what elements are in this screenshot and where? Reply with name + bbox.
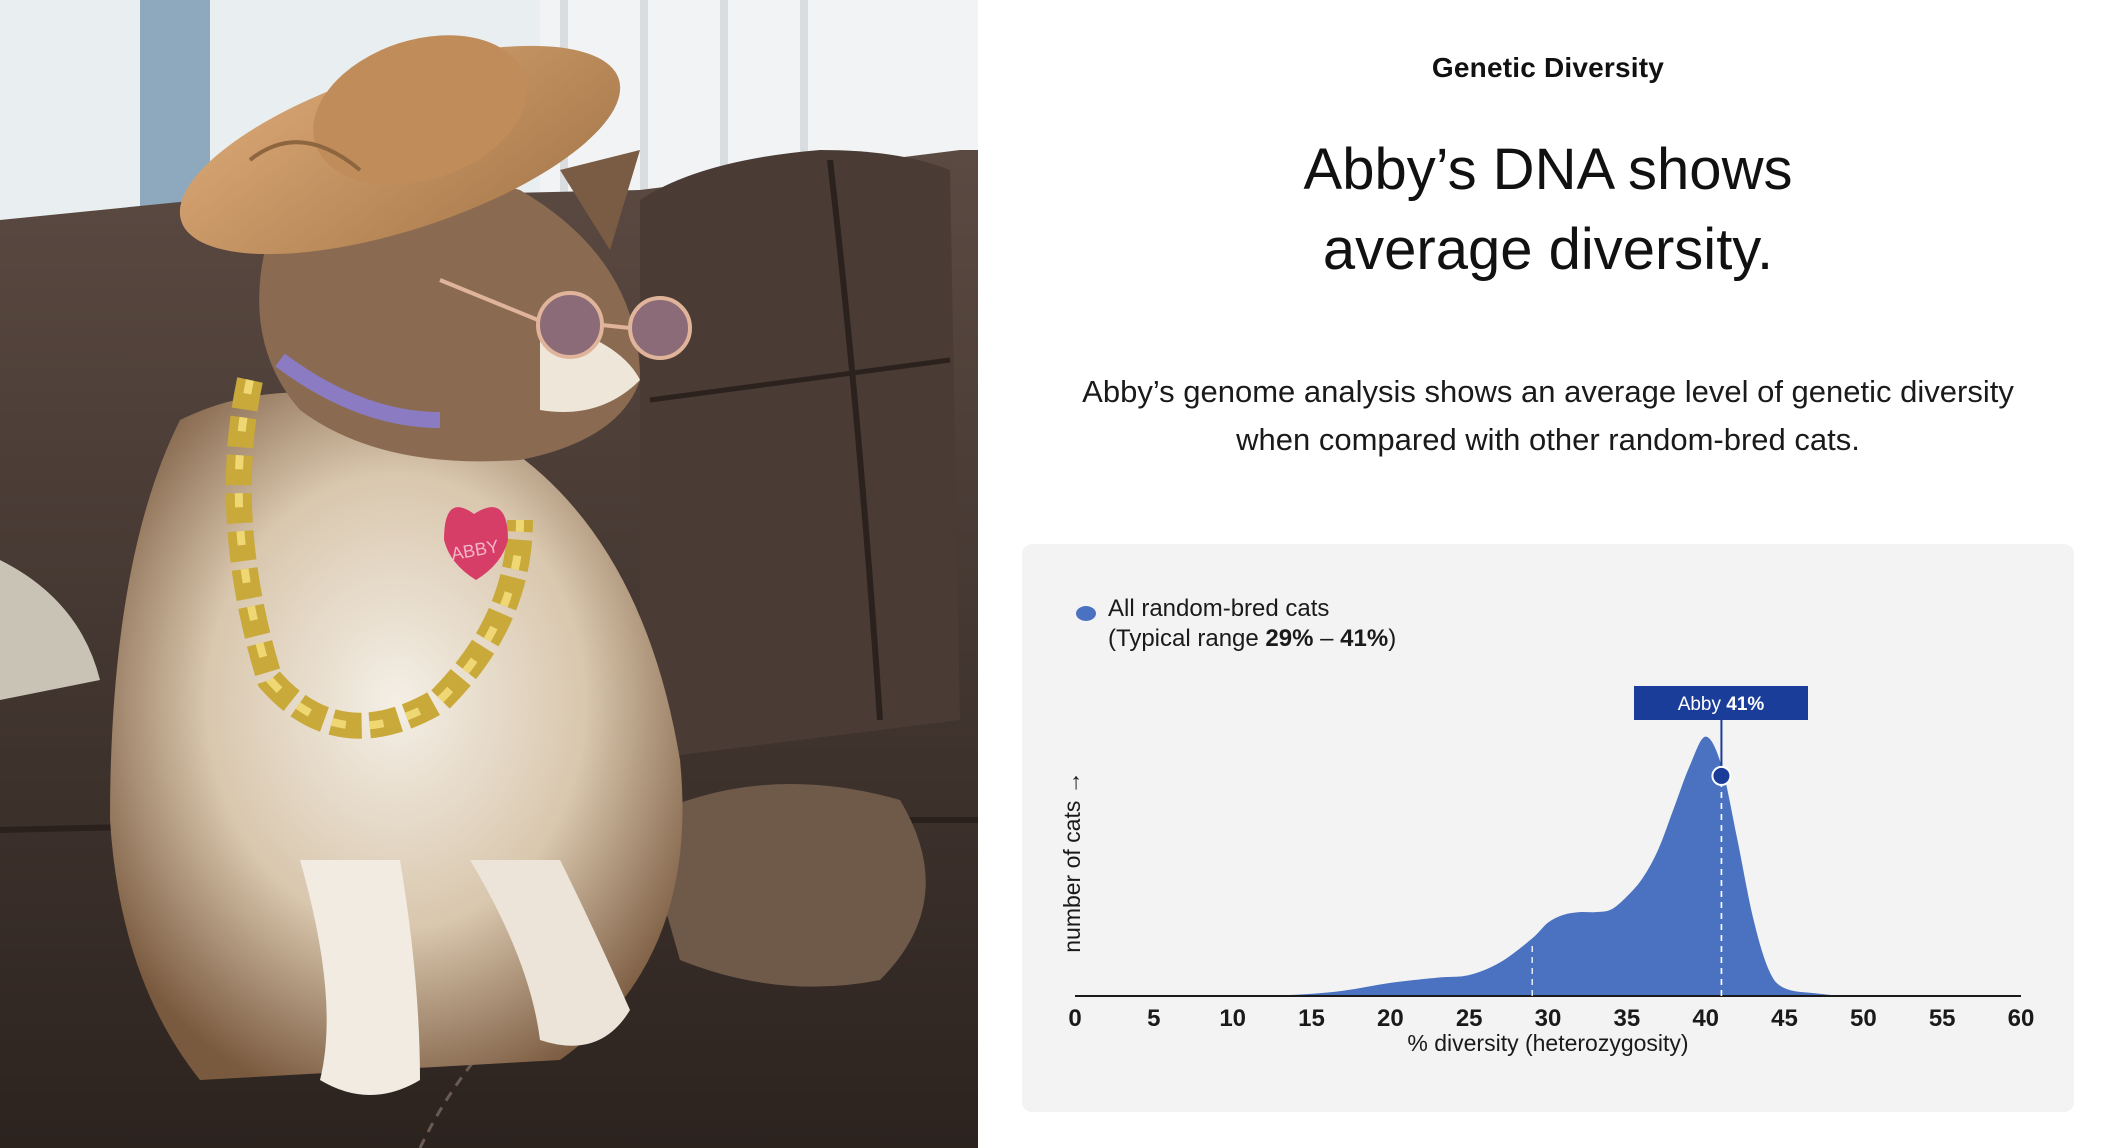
x-tick-label: 50 — [1850, 1005, 1877, 1032]
description-line: Abby’s genome analysis shows an average … — [1082, 374, 2014, 409]
headline-line: Abby’s DNA shows — [1303, 137, 1793, 202]
x-tick-label: 25 — [1456, 1005, 1483, 1032]
x-tick-label: 35 — [1613, 1005, 1640, 1032]
legend-range-prefix: (Typical range — [1108, 625, 1266, 652]
headline: Abby’s DNA shows average diversity. — [1048, 130, 2048, 290]
x-tick-label: 20 — [1377, 1005, 1404, 1032]
y-axis-label: number of cats → — [1059, 771, 1085, 953]
headline-line: average diversity. — [1322, 217, 1774, 282]
abby-label-prefix: Abby — [1678, 694, 1727, 715]
x-tick-label: 45 — [1771, 1005, 1798, 1032]
chart-legend: All random-bred cats (Typical range 29% … — [1076, 594, 1396, 654]
abby-label-text: Abby 41% — [1678, 694, 1765, 715]
legend-range-high: 41% — [1340, 625, 1389, 652]
description: Abby’s genome analysis shows an average … — [1018, 368, 2078, 464]
x-tick-label: 60 — [2008, 1005, 2035, 1032]
legend-range-low: 29% — [1265, 625, 1314, 652]
distribution-area — [1075, 736, 2021, 996]
abby-marker-point — [1711, 765, 1732, 786]
legend-range-sep: – — [1313, 625, 1341, 652]
x-tick-label: 30 — [1535, 1005, 1562, 1032]
x-tick-label: 40 — [1692, 1005, 1719, 1032]
x-axis-label: % diversity (heterozygosity) — [1407, 1030, 1688, 1056]
chart-card — [1022, 544, 2074, 1112]
x-tick-label: 15 — [1298, 1005, 1325, 1032]
abby-label-value: 41% — [1726, 694, 1764, 715]
x-tick-label: 10 — [1219, 1005, 1246, 1032]
legend-typical-range: (Typical range 29% – 41%) — [1108, 624, 1396, 654]
cat-photo: ABBY — [0, 0, 978, 1148]
legend-series-name: All random-bred cats — [1108, 595, 1330, 622]
legend-dot — [1076, 606, 1096, 621]
section-label: Genetic Diversity — [1431, 52, 1665, 83]
x-tick-label: 5 — [1147, 1005, 1160, 1032]
cat-illustration: ABBY — [0, 0, 978, 1148]
x-tick-label: 55 — [1929, 1005, 1956, 1032]
legend-text: All random-bred cats (Typical range 29% … — [1108, 594, 1396, 654]
x-tick-label: 0 — [1068, 1005, 1081, 1032]
legend-range-suffix: ) — [1388, 625, 1397, 652]
description-line: when compared with other random-bred cat… — [1236, 422, 1860, 457]
abby-label-box — [1634, 686, 1808, 720]
